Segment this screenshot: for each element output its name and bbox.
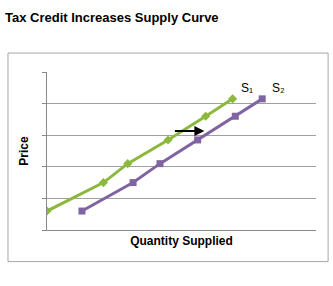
svg-text:Quantity Supplied: Quantity Supplied <box>130 234 233 248</box>
svg-text:Price: Price <box>17 136 31 166</box>
svg-text:S₁: S₁ <box>241 81 253 95</box>
svg-text:S₂: S₂ <box>272 81 285 95</box>
svg-text:Tax Credit Increases Supply Cu: Tax Credit Increases Supply Curve <box>5 10 219 25</box>
